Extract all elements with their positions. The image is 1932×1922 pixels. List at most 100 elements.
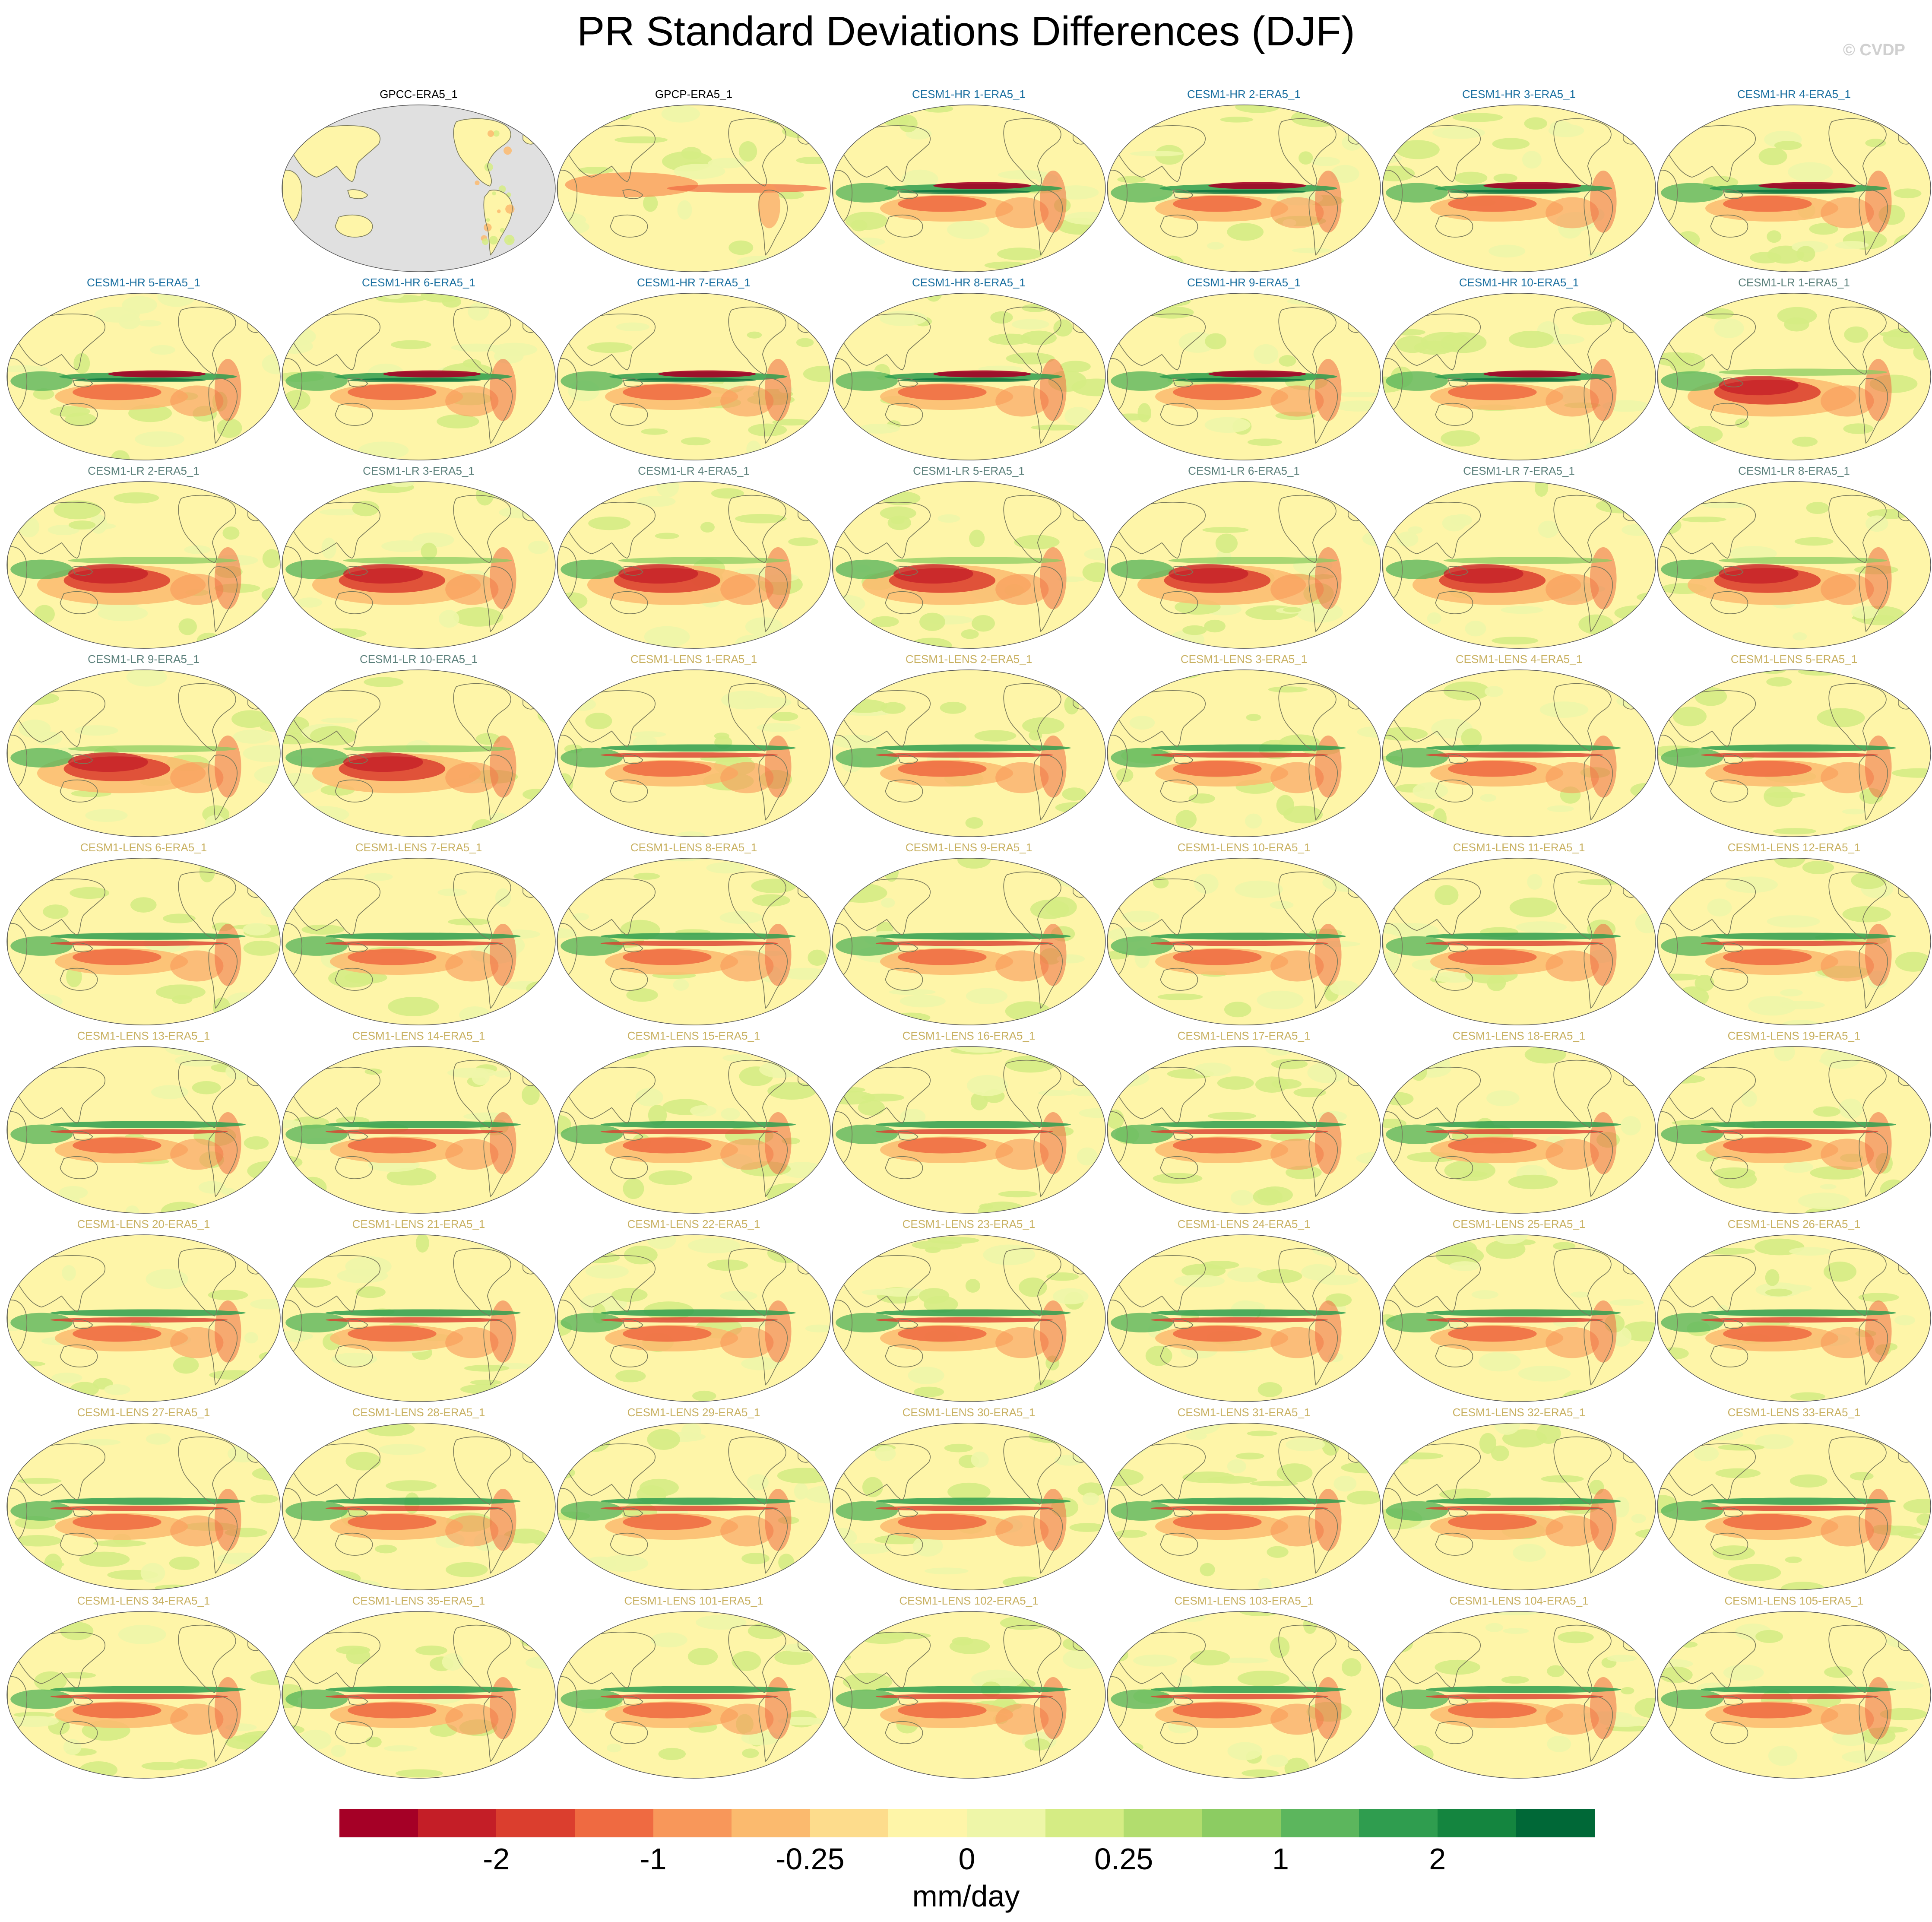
- panel-map: [1657, 1611, 1931, 1779]
- colorbar-swatch: [653, 1809, 732, 1837]
- panel-title: CESM1-LENS 18-ERA5_1: [1452, 1029, 1586, 1042]
- panel-map: [282, 1423, 556, 1590]
- colorbar-swatch: [967, 1809, 1046, 1837]
- panel-map: [282, 481, 556, 649]
- panel-title: CESM1-LENS 22-ERA5_1: [627, 1218, 760, 1231]
- panel-map: [6, 481, 281, 649]
- colorbar-swatch: [1359, 1809, 1438, 1837]
- map-panel: CESM1-LENS 7-ERA5_1: [281, 839, 556, 1027]
- map-panel: CESM1-LENS 18-ERA5_1: [1381, 1027, 1656, 1215]
- panel-title: CESM1-LENS 32-ERA5_1: [1452, 1406, 1586, 1419]
- panel-map: [1107, 293, 1381, 460]
- map-panel: CESM1-LR 7-ERA5_1: [1381, 462, 1656, 650]
- panel-map: [1107, 1234, 1381, 1402]
- panel-title: CESM1-HR 9-ERA5_1: [1187, 276, 1301, 289]
- panel-map: [832, 105, 1106, 272]
- panel-map: [1382, 1046, 1656, 1214]
- map-panel: CESM1-LR 3-ERA5_1: [281, 462, 556, 650]
- panel-map: [1382, 1611, 1656, 1779]
- panel-map: [6, 1046, 281, 1214]
- panel-map: [557, 1234, 831, 1402]
- colorbar-swatch: [810, 1809, 889, 1837]
- panel-title: CESM1-LENS 19-ERA5_1: [1727, 1029, 1861, 1042]
- panel-title: CESM1-LENS 20-ERA5_1: [77, 1218, 210, 1231]
- panel-map: [1107, 105, 1381, 272]
- panel-title: CESM1-LENS 16-ERA5_1: [902, 1029, 1036, 1042]
- panel-title: CESM1-LENS 2-ERA5_1: [905, 653, 1033, 666]
- map-panel: CESM1-HR 7-ERA5_1: [556, 274, 831, 462]
- panel-title: CESM1-LENS 17-ERA5_1: [1177, 1029, 1311, 1042]
- panel-title: CESM1-LENS 6-ERA5_1: [80, 841, 207, 854]
- map-panel: CESM1-LENS 35-ERA5_1: [281, 1592, 556, 1780]
- map-panel: CESM1-LENS 32-ERA5_1: [1381, 1404, 1656, 1592]
- map-panel: CESM1-LENS 101-ERA5_1: [556, 1592, 831, 1780]
- colorbar-swatch: [574, 1809, 654, 1837]
- panel-map: [282, 1611, 556, 1779]
- panel-map: [1657, 1234, 1931, 1402]
- map-panel: GPCC-ERA5_1: [281, 86, 556, 274]
- panel-title: CESM1-LENS 10-ERA5_1: [1177, 841, 1311, 854]
- map-panel: CESM1-LENS 20-ERA5_1: [6, 1215, 281, 1404]
- colorbar-tick-label: -2: [483, 1842, 510, 1876]
- panel-title: CESM1-LENS 8-ERA5_1: [630, 841, 757, 854]
- map-panel: CESM1-LENS 22-ERA5_1: [556, 1215, 831, 1404]
- colorbar: [339, 1809, 1595, 1837]
- colorbar-swatch: [339, 1809, 418, 1837]
- panel-map: [1382, 1234, 1656, 1402]
- panel-map: [6, 1611, 281, 1779]
- map-panel: CESM1-LENS 26-ERA5_1: [1656, 1215, 1932, 1404]
- panel-map: [832, 858, 1106, 1025]
- colorbar-swatch: [1280, 1809, 1360, 1837]
- map-panel: CESM1-HR 8-ERA5_1: [831, 274, 1106, 462]
- map-panel: CESM1-LENS 105-ERA5_1: [1656, 1592, 1932, 1780]
- panel-map: [1657, 1046, 1931, 1214]
- panel-title: CESM1-HR 1-ERA5_1: [912, 88, 1026, 101]
- panel-title: CESM1-LR 5-ERA5_1: [913, 464, 1025, 477]
- panel-title: CESM1-LENS 15-ERA5_1: [627, 1029, 760, 1042]
- panel-map: [557, 481, 831, 649]
- panel-title: CESM1-HR 10-ERA5_1: [1459, 276, 1579, 289]
- map-panel: CESM1-HR 4-ERA5_1: [1656, 86, 1932, 274]
- map-panel: CESM1-LENS 17-ERA5_1: [1106, 1027, 1381, 1215]
- map-panel: CESM1-LENS 13-ERA5_1: [6, 1027, 281, 1215]
- map-panel: CESM1-LENS 2-ERA5_1: [831, 650, 1106, 839]
- panel-title: GPCP-ERA5_1: [655, 88, 733, 101]
- panel-title: CESM1-LENS 1-ERA5_1: [630, 653, 757, 666]
- colorbar-swatch: [888, 1809, 967, 1837]
- map-panel: CESM1-LR 9-ERA5_1: [6, 650, 281, 839]
- map-panel: CESM1-LENS 11-ERA5_1: [1381, 839, 1656, 1027]
- panel-map: [1657, 105, 1931, 272]
- panel-title: CESM1-LENS 101-ERA5_1: [624, 1594, 763, 1607]
- map-panel: CESM1-LENS 34-ERA5_1: [6, 1592, 281, 1780]
- map-panel: CESM1-LENS 8-ERA5_1: [556, 839, 831, 1027]
- map-panel: CESM1-HR 5-ERA5_1: [6, 274, 281, 462]
- map-panel: CESM1-LENS 31-ERA5_1: [1106, 1404, 1381, 1592]
- colorbar-swatch: [496, 1809, 575, 1837]
- panel-map: [557, 293, 831, 460]
- map-panel: CESM1-LENS 33-ERA5_1: [1656, 1404, 1932, 1592]
- panel-title: CESM1-LENS 5-ERA5_1: [1730, 653, 1858, 666]
- colorbar-units: mm/day: [912, 1879, 1020, 1913]
- panel-map: [832, 1234, 1106, 1402]
- panel-map: [282, 293, 556, 460]
- panel-title: CESM1-LENS 21-ERA5_1: [352, 1218, 485, 1231]
- map-panel: CESM1-LENS 103-ERA5_1: [1106, 1592, 1381, 1780]
- colorbar-swatch: [418, 1809, 497, 1837]
- map-panel: CESM1-HR 9-ERA5_1: [1106, 274, 1381, 462]
- map-panel: CESM1-LENS 30-ERA5_1: [831, 1404, 1106, 1592]
- panel-map: [1657, 293, 1931, 460]
- map-panel: GPCP-ERA5_1: [556, 86, 831, 274]
- panel-title: CESM1-HR 3-ERA5_1: [1462, 88, 1576, 101]
- map-panel: CESM1-LENS 9-ERA5_1: [831, 839, 1106, 1027]
- panel-map: [1382, 669, 1656, 837]
- panel-title: CESM1-LENS 103-ERA5_1: [1174, 1594, 1314, 1607]
- panel-title: CESM1-HR 7-ERA5_1: [637, 276, 751, 289]
- panel-map: [1657, 1423, 1931, 1590]
- panel-map: [282, 1234, 556, 1402]
- panel-map: [832, 1423, 1106, 1590]
- panel-map: [557, 105, 831, 272]
- map-panel: CESM1-HR 2-ERA5_1: [1106, 86, 1381, 274]
- map-panel: CESM1-LR 10-ERA5_1: [281, 650, 556, 839]
- colorbar-tick-label: 0: [958, 1842, 976, 1876]
